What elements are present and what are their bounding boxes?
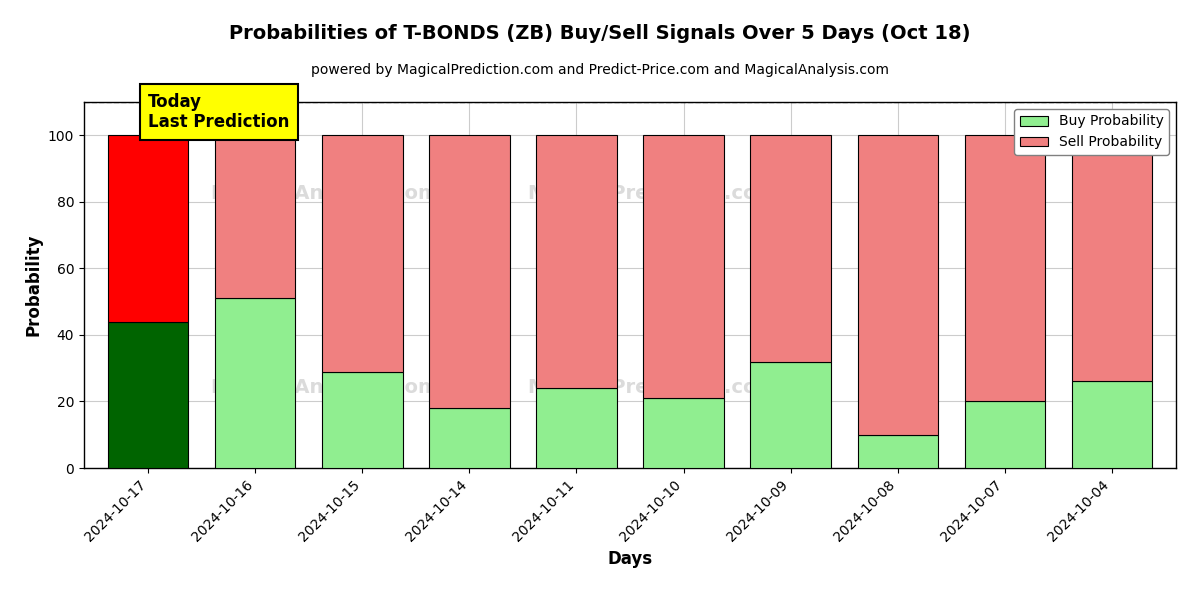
Bar bbox=[536, 135, 617, 388]
Bar bbox=[858, 435, 937, 468]
Bar bbox=[215, 298, 295, 468]
Bar bbox=[536, 388, 617, 468]
Bar bbox=[1072, 382, 1152, 468]
Legend: Buy Probability, Sell Probability: Buy Probability, Sell Probability bbox=[1014, 109, 1169, 155]
Bar bbox=[430, 135, 510, 408]
Text: MagicalPrediction.com: MagicalPrediction.com bbox=[527, 378, 776, 397]
Bar bbox=[643, 398, 724, 468]
Bar bbox=[108, 322, 188, 468]
Bar bbox=[750, 135, 830, 362]
Bar bbox=[215, 135, 295, 298]
Text: Probabilities of T-BONDS (ZB) Buy/Sell Signals Over 5 Days (Oct 18): Probabilities of T-BONDS (ZB) Buy/Sell S… bbox=[229, 24, 971, 43]
Bar bbox=[643, 135, 724, 398]
Text: MagicalAnalysis.com: MagicalAnalysis.com bbox=[210, 378, 438, 397]
Bar bbox=[323, 371, 402, 468]
Bar bbox=[108, 135, 188, 322]
Bar bbox=[858, 135, 937, 435]
Bar bbox=[965, 401, 1045, 468]
Text: MagicalAnalysis.com: MagicalAnalysis.com bbox=[210, 184, 438, 203]
X-axis label: Days: Days bbox=[607, 550, 653, 568]
Y-axis label: Probability: Probability bbox=[24, 234, 42, 336]
Bar bbox=[750, 362, 830, 468]
Bar bbox=[965, 135, 1045, 401]
Text: MagicalPrediction.com: MagicalPrediction.com bbox=[527, 184, 776, 203]
Text: powered by MagicalPrediction.com and Predict-Price.com and MagicalAnalysis.com: powered by MagicalPrediction.com and Pre… bbox=[311, 63, 889, 77]
Bar bbox=[323, 135, 402, 371]
Bar bbox=[430, 408, 510, 468]
Bar bbox=[1072, 135, 1152, 382]
Text: Today
Last Prediction: Today Last Prediction bbox=[149, 92, 289, 131]
